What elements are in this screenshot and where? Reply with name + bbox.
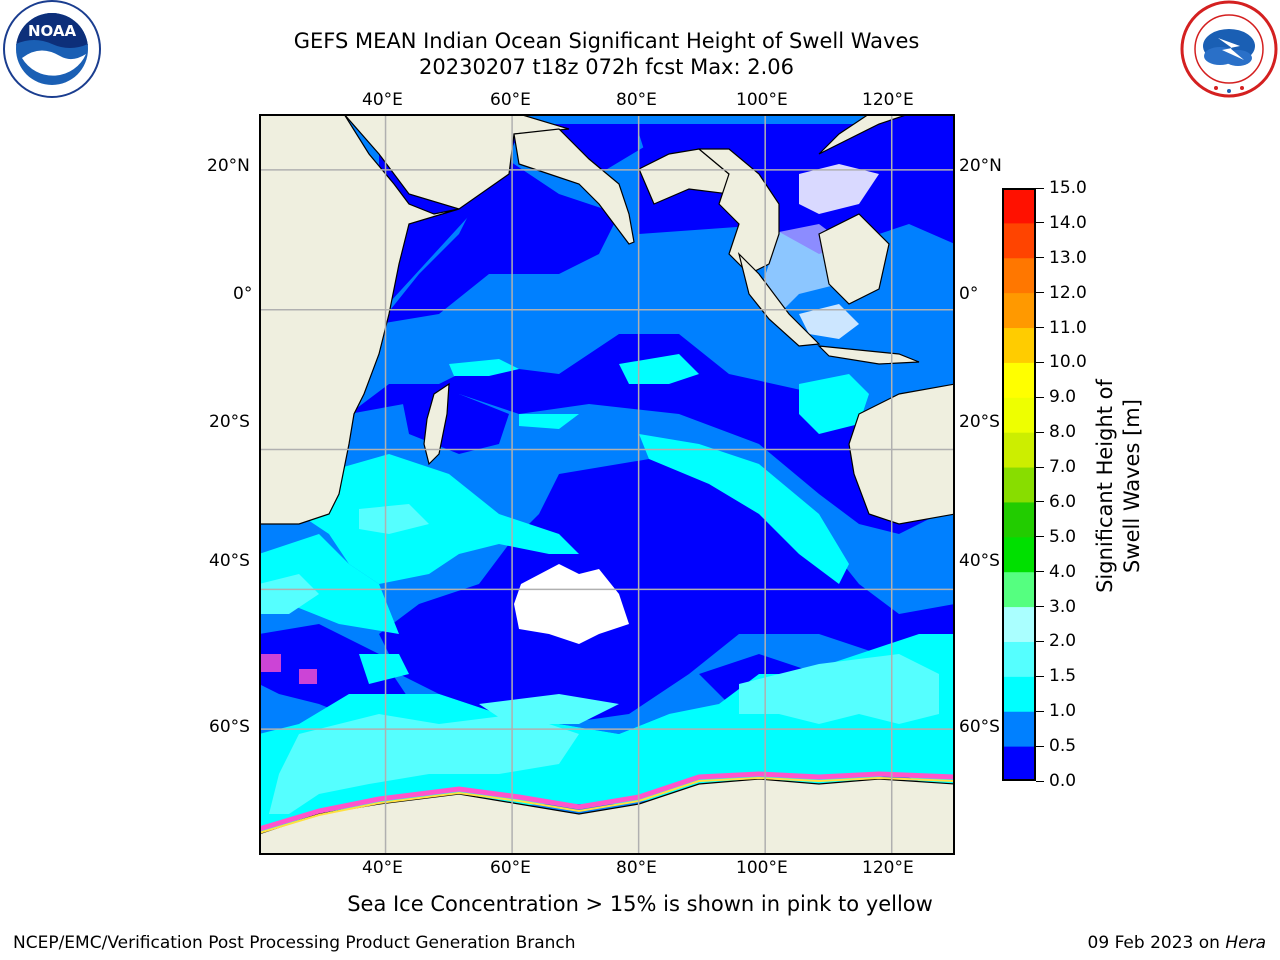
lon-tick-bottom-40e: 40°E <box>362 858 403 878</box>
colorbar-swatch-3 <box>1002 641 1036 677</box>
colorbar-swatch-13 <box>1002 292 1036 329</box>
nws-logo-icon <box>1178 0 1280 100</box>
colorbar-tick-label: 12.0 <box>1049 282 1087 303</box>
colorbar-tick-label: 1.0 <box>1049 701 1077 722</box>
map-grid <box>260 115 954 854</box>
colorbar-tick-mark <box>1036 640 1044 642</box>
colorbar-tick-label: 13.0 <box>1049 247 1087 268</box>
noaa-logo-text: NOAA <box>28 22 77 40</box>
lon-tick-bottom-100e: 100°E <box>736 858 788 878</box>
colorbar-tick-mark <box>1036 745 1044 747</box>
colorbar-swatch-1 <box>1002 711 1036 747</box>
colorbar-tick-label: 15.0 <box>1049 178 1087 198</box>
colorbar-tick-label: 14.0 <box>1049 212 1087 233</box>
colorbar-tick-label: 0.0 <box>1049 771 1077 791</box>
lon-tick-top-40e: 40°E <box>362 90 403 110</box>
swell-height-map <box>259 114 955 855</box>
colorbar-tick-mark <box>1036 292 1044 294</box>
lat-tick-right-20s: 20°S <box>959 412 1000 432</box>
colorbar-label: Significant Height of Swell Waves [m] <box>1092 296 1146 676</box>
colorbar-tick-mark <box>1036 187 1044 189</box>
lon-tick-top-100e: 100°E <box>736 90 788 110</box>
sea-ice-note: Sea Ice Concentration > 15% is shown in … <box>347 892 933 916</box>
colorbar-tick-mark <box>1036 571 1044 573</box>
chart-title-line1: GEFS MEAN Indian Ocean Significant Heigh… <box>293 29 920 53</box>
lon-tick-bottom-80e: 80°E <box>616 858 657 878</box>
colorbar-swatch-0 <box>1002 746 1036 782</box>
lat-tick-right-60s: 60°S <box>959 717 1000 737</box>
lat-tick-right-40s: 40°S <box>959 551 1000 571</box>
colorbar-tick-label: 3.0 <box>1049 596 1077 617</box>
colorbar-tick-label: 5.0 <box>1049 526 1077 547</box>
lat-tick-right-0: 0° <box>959 284 979 304</box>
lon-tick-top-80e: 80°E <box>616 90 657 110</box>
colorbar-tick-mark <box>1036 675 1044 677</box>
colorbar-tick-label: 0.5 <box>1049 736 1077 757</box>
colorbar-tick-mark <box>1036 327 1044 329</box>
lat-tick-left-20n: 20°N <box>207 156 250 176</box>
colorbar-tick-label: 6.0 <box>1049 491 1077 512</box>
colorbar-tick-mark <box>1036 431 1044 433</box>
colorbar-swatch-5 <box>1002 571 1036 608</box>
lat-tick-right-20n: 20°N <box>959 156 1002 176</box>
lon-tick-top-60e: 60°E <box>490 90 531 110</box>
colorbar-label-text: Significant Height of Swell Waves [m] <box>1093 379 1144 593</box>
lat-tick-left-60s: 60°S <box>209 717 250 737</box>
colorbar <box>1002 188 1036 782</box>
sea-ice-edge <box>260 654 954 834</box>
footer-host: Hera <box>1225 933 1266 953</box>
lat-tick-left-0: 0° <box>233 284 253 304</box>
colorbar-swatch-16 <box>1002 188 1036 224</box>
footer-date: 09 Feb 2023 on <box>1087 933 1226 953</box>
colorbar-tick-mark <box>1036 361 1044 363</box>
colorbar-tick-mark <box>1036 257 1044 259</box>
colorbar-tick-mark <box>1036 710 1044 712</box>
colorbar-swatch-12 <box>1002 327 1036 363</box>
lon-tick-top-120e: 120°E <box>862 90 914 110</box>
swell-band-1-5-2-0 <box>260 504 939 814</box>
colorbar-swatch-9 <box>1002 432 1036 468</box>
colorbar-tick-label: 11.0 <box>1049 317 1087 338</box>
map-frame <box>259 114 955 855</box>
colorbar-tick-mark <box>1036 466 1044 468</box>
colorbar-tick-mark <box>1036 222 1044 224</box>
colorbar-swatch-2 <box>1002 676 1036 712</box>
footer-left-credit: NCEP/EMC/Verification Post Processing Pr… <box>13 933 576 953</box>
colorbar-tick-label: 7.0 <box>1049 457 1077 478</box>
colorbar-tick-label: 9.0 <box>1049 387 1077 408</box>
colorbar-swatch-14 <box>1002 257 1036 294</box>
colorbar-swatch-11 <box>1002 362 1036 398</box>
colorbar-swatches <box>1002 188 1036 782</box>
chart-title-line2: 20230207 t18z 072h fcst Max: 2.06 <box>419 55 794 79</box>
colorbar-swatch-8 <box>1002 467 1036 503</box>
colorbar-swatch-15 <box>1002 222 1036 259</box>
map-panel <box>259 114 955 855</box>
colorbar-tick-label: 2.0 <box>1049 631 1077 652</box>
noaa-logo-icon: NOAA <box>0 0 104 100</box>
lat-tick-left-40s: 40°S <box>209 551 250 571</box>
colorbar-tick-label: 1.5 <box>1049 666 1077 687</box>
land-masses <box>260 115 954 854</box>
colorbar-swatch-6 <box>1002 536 1036 573</box>
colorbar-swatch-7 <box>1002 501 1036 538</box>
colorbar-tick-mark <box>1036 606 1044 608</box>
colorbar-tick-label: 10.0 <box>1049 352 1087 373</box>
colorbar-swatch-4 <box>1002 606 1036 642</box>
colorbar-ticks: 0.0 0.5 1.0 1.5 2.0 3.0 4.0 5.0 6.0 7.0 8.0 9.0 10.0… <box>1036 178 1106 791</box>
lon-tick-bottom-120e: 120°E <box>862 858 914 878</box>
colorbar-tick-mark <box>1036 501 1044 503</box>
colorbar-frame <box>1002 188 1036 781</box>
colorbar-swatch-10 <box>1002 397 1036 433</box>
colorbar-tick-mark <box>1036 396 1044 398</box>
footer-right-date: 09 Feb 2023 on Hera <box>1088 932 1266 954</box>
lon-tick-bottom-60e: 60°E <box>490 858 531 878</box>
colorbar-tick-label: 8.0 <box>1049 422 1077 443</box>
colorbar-tick-label: 4.0 <box>1049 561 1077 582</box>
colorbar-tick-mark <box>1036 536 1044 538</box>
lat-tick-left-20s: 20°S <box>209 412 250 432</box>
colorbar-tick-mark <box>1036 780 1044 782</box>
